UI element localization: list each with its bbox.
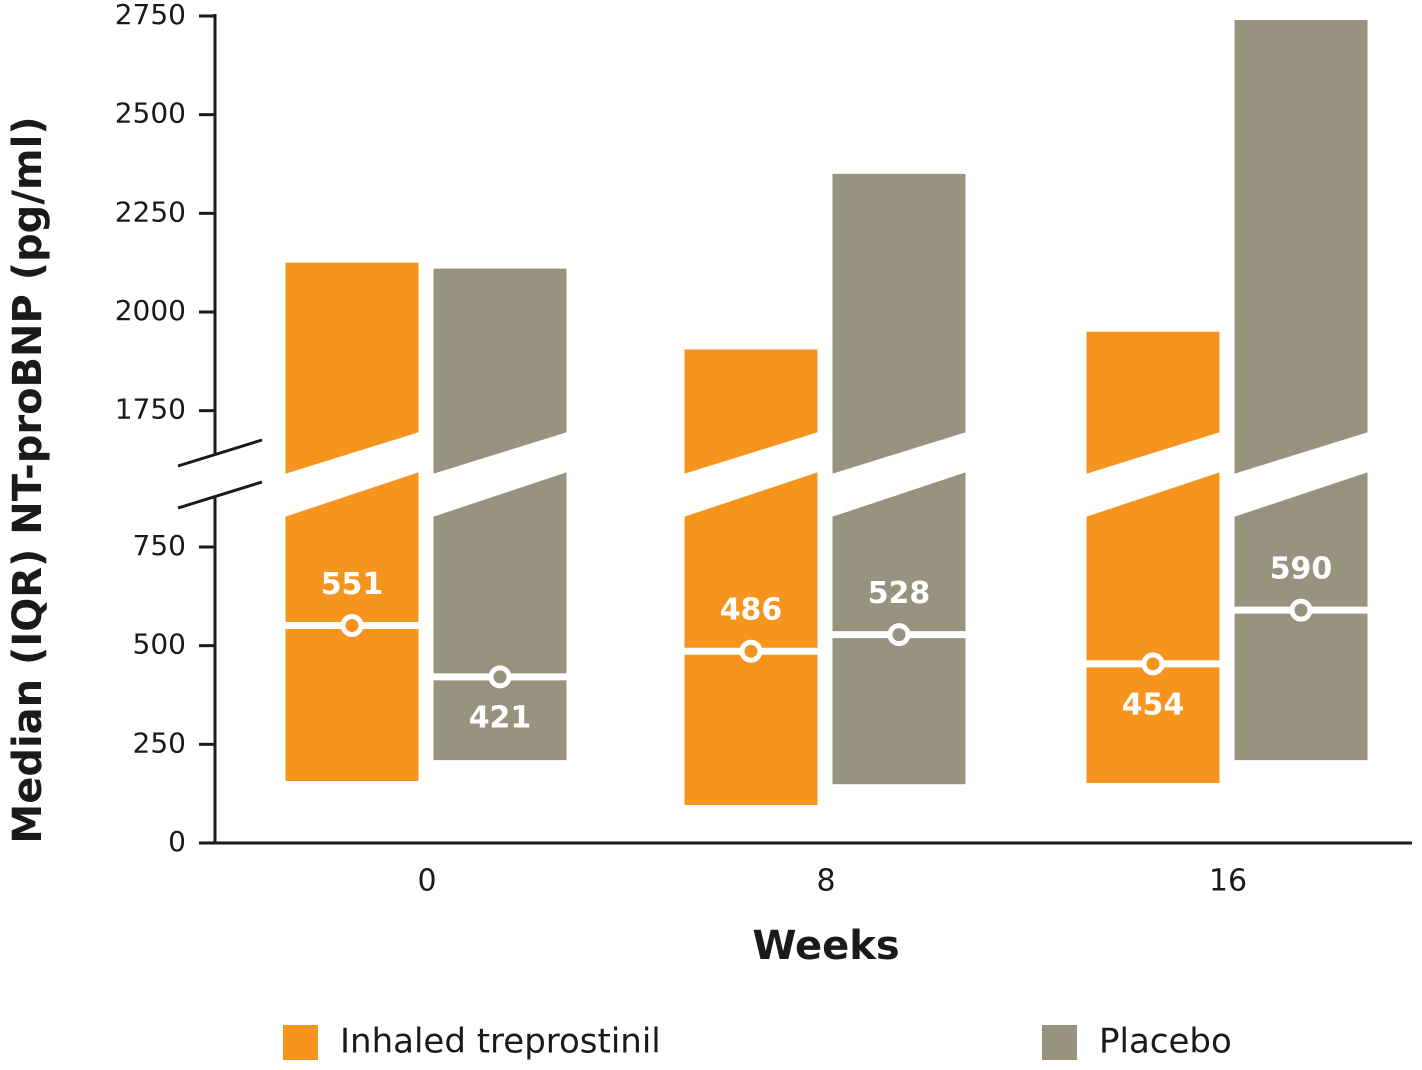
x-tick-label: 16 bbox=[1209, 864, 1247, 899]
y-tick-label: 500 bbox=[133, 628, 186, 661]
median-label: 421 bbox=[469, 700, 532, 735]
median-marker bbox=[739, 639, 763, 663]
median-label: 528 bbox=[868, 576, 931, 611]
legend-swatch bbox=[283, 1025, 318, 1060]
iqr-bar bbox=[1234, 19, 1368, 761]
axis-break-cut bbox=[683, 432, 819, 517]
median-label: 454 bbox=[1122, 687, 1185, 722]
median-marker bbox=[488, 665, 512, 689]
iqr-bar bbox=[684, 349, 818, 806]
axis-break-cut bbox=[1085, 432, 1221, 517]
iqr-bar bbox=[285, 262, 419, 782]
median-marker bbox=[340, 614, 364, 638]
axis-break-cut bbox=[831, 432, 967, 517]
y-tick-label: 1750 bbox=[115, 393, 186, 426]
y-tick-label: 2000 bbox=[115, 294, 186, 327]
axis-break-cut bbox=[284, 432, 420, 517]
y-tick-label: 2250 bbox=[115, 195, 186, 228]
axis-break-cut bbox=[432, 432, 568, 517]
median-marker bbox=[1289, 598, 1313, 622]
axis-break-gap bbox=[178, 440, 262, 508]
axis-break-mark bbox=[177, 480, 263, 510]
legend-label: Inhaled treprostinil bbox=[340, 1022, 661, 1062]
y-tick-label: 750 bbox=[133, 529, 186, 562]
median-marker bbox=[1141, 652, 1165, 676]
median-label: 590 bbox=[1270, 552, 1333, 587]
x-tick-label: 0 bbox=[417, 864, 436, 899]
x-axis-title: Weeks bbox=[752, 923, 899, 969]
axis-break-cut bbox=[1233, 432, 1369, 517]
y-axis-title: Median (IQR) NT-proBNP (pg/ml) bbox=[5, 116, 51, 843]
median-label: 486 bbox=[720, 593, 783, 628]
y-tick-label: 0 bbox=[168, 825, 186, 858]
median-label: 551 bbox=[321, 567, 384, 602]
y-tick-label: 250 bbox=[133, 726, 186, 759]
x-tick-label: 8 bbox=[816, 864, 835, 899]
legend-label: Placebo bbox=[1099, 1022, 1232, 1062]
axis-break-mark bbox=[177, 438, 263, 468]
y-tick-label: 2750 bbox=[115, 0, 186, 31]
y-tick-label: 2500 bbox=[115, 97, 186, 130]
iqr-bar bbox=[1086, 331, 1220, 784]
legend-swatch bbox=[1042, 1025, 1077, 1060]
median-marker bbox=[887, 623, 911, 647]
